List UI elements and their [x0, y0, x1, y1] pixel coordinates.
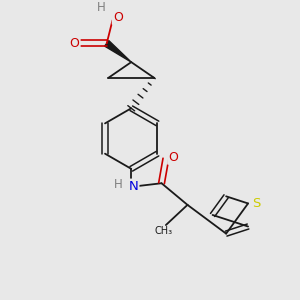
Text: H: H: [97, 1, 105, 14]
Text: H: H: [114, 178, 123, 191]
Text: O: O: [70, 37, 80, 50]
Text: O: O: [168, 151, 178, 164]
Text: CH₃: CH₃: [154, 226, 172, 236]
Text: S: S: [252, 197, 260, 210]
Polygon shape: [105, 40, 131, 62]
Text: N: N: [129, 180, 138, 193]
Text: O: O: [113, 11, 123, 24]
